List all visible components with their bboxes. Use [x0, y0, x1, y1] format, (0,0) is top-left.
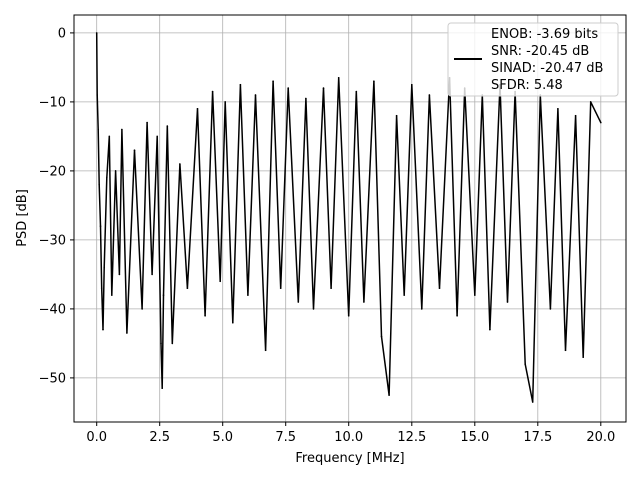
legend-enob: ENOB: -3.69 bits [491, 27, 598, 42]
psd-data-point [97, 128, 99, 131]
psd-data-point [456, 315, 458, 317]
y-tick-label: −10 [39, 95, 66, 110]
psd-data-point [196, 108, 199, 110]
psd-data-point [103, 266, 105, 269]
psd-data-point [380, 335, 383, 338]
x-tick-label: 0.0 [86, 430, 107, 445]
legend-snr: SNR: -20.45 dB [491, 44, 589, 59]
x-tick-label: 10.0 [334, 430, 363, 445]
psd-data-point [264, 349, 267, 352]
psd-data-point [160, 342, 162, 345]
psd-data-point [239, 83, 242, 86]
psd-data-point [287, 87, 290, 89]
psd-data-point [219, 280, 221, 283]
x-tick-label: 15.0 [460, 430, 489, 445]
psd-data-point [156, 135, 158, 138]
psd-data-point [211, 90, 214, 93]
psd-data-point [224, 101, 226, 103]
x-tick-label: 17.5 [523, 430, 552, 445]
psd-data-point [589, 101, 592, 103]
psd-data-point [108, 135, 111, 138]
psd-data-point [121, 128, 123, 131]
legend-sinad: SINAD: -20.47 dB [491, 61, 603, 76]
psd-data-point [322, 87, 325, 89]
y-tick-label: −50 [39, 371, 66, 386]
x-axis-ticks: 0.0 2.5 5.0 7.5 10.0 12.5 15.0 17.5 20.0 [86, 422, 615, 445]
psd-data-point [98, 183, 100, 186]
psd-data-point [600, 121, 602, 124]
psd-data-point [411, 83, 413, 86]
psd-data-point [489, 328, 491, 331]
psd-data-point [388, 394, 390, 396]
y-tick-label: −20 [39, 164, 66, 179]
psd-data-point [363, 301, 365, 303]
y-tick-label: −40 [39, 302, 66, 317]
psd-data-point [95, 32, 98, 34]
psd-data-point [247, 294, 249, 296]
psd-data-point [438, 287, 441, 290]
psd-data-point [474, 294, 476, 296]
y-axis-ticks: 0 −10 −20 −30 −40 −50 [39, 26, 74, 386]
psd-data-point [171, 342, 174, 345]
psd-data-point [524, 363, 526, 365]
legend-sfdr: SFDR: 5.48 [491, 78, 563, 93]
y-tick-label: −30 [39, 233, 66, 248]
psd-data-point [100, 287, 103, 290]
psd-data-point [582, 356, 584, 359]
psd-data-point [118, 273, 121, 276]
x-tick-label: 2.5 [149, 430, 170, 445]
psd-data-point [557, 108, 559, 110]
psd-data-point [99, 225, 102, 227]
psd-data-point [549, 308, 552, 310]
psd-data-point [186, 287, 189, 290]
psd-data-point [254, 94, 257, 96]
psd-data-point [337, 77, 340, 79]
psd-data-point [574, 114, 577, 117]
psd-data-point [179, 163, 181, 165]
psd-data-point [403, 294, 406, 296]
psd-data-point [96, 94, 98, 96]
psd-data-point [531, 401, 534, 403]
x-tick-label: 7.5 [275, 430, 296, 445]
psd-data-point [146, 121, 148, 124]
psd-data-point [312, 308, 315, 310]
psd-data-point [161, 387, 163, 390]
psd-data-point [421, 308, 423, 310]
psd-data-point [330, 287, 332, 290]
psd-data-point [564, 349, 567, 352]
x-tick-label: 5.0 [212, 430, 233, 445]
psd-data-point [166, 125, 169, 127]
psd-data-point [305, 97, 307, 100]
psd-data-point [102, 328, 104, 331]
psd-data-point [297, 301, 300, 303]
psd-data-point [151, 273, 153, 276]
psd-data-point [272, 80, 274, 82]
psd-data-point [111, 294, 113, 296]
psd-data-point [162, 294, 165, 296]
psd-data-point [506, 301, 509, 303]
psd-data-point [204, 315, 206, 317]
x-tick-label: 12.5 [397, 430, 426, 445]
psd-data-point [355, 90, 358, 93]
legend: ENOB: -3.69 bits SNR: -20.45 dB SINAD: -… [447, 22, 619, 97]
plot-frame [73, 14, 627, 423]
x-tick-label: 20.0 [586, 430, 615, 445]
psd-data-point [279, 287, 282, 290]
psd-data-point [395, 114, 398, 117]
psd-data-point [126, 332, 128, 334]
psd-data-point [232, 321, 234, 324]
legend-box [447, 22, 619, 97]
psd-data-point [428, 94, 431, 96]
psd-data-point [106, 177, 108, 179]
psd-data-point [141, 308, 143, 310]
psd-data-point [133, 149, 136, 151]
x-axis-label: Frequency [MHz] [295, 451, 404, 466]
psd-data-point [373, 80, 375, 82]
psd-data-point [114, 170, 117, 172]
psd-data-point [347, 315, 350, 317]
y-tick-label: 0 [58, 26, 66, 41]
y-axis-label: PSD [dB] [15, 189, 30, 247]
